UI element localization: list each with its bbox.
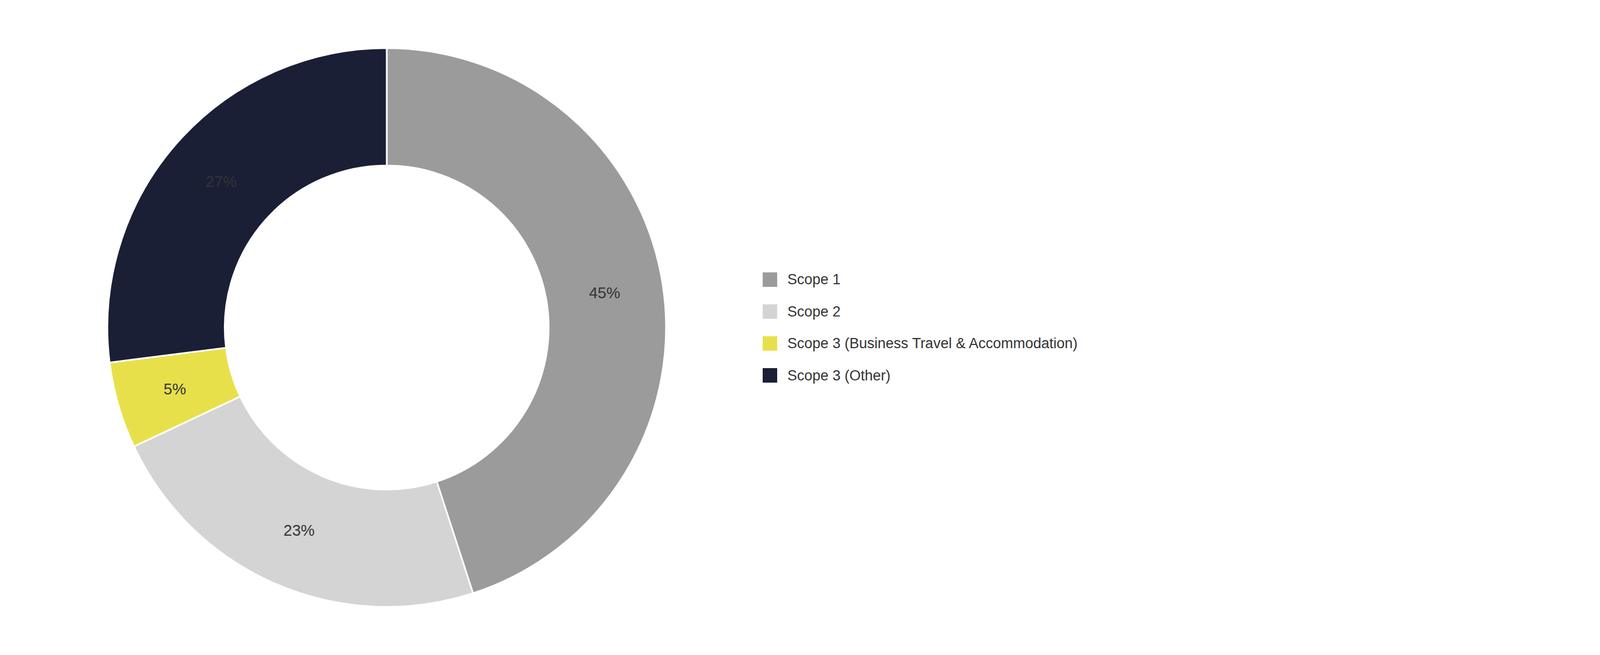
legend-label: Scope 3 (Business Travel & Accommodation… xyxy=(787,335,1078,352)
chart-svg: 45% 23% 5% 27% Scope 1 Scope 2 Scope 3 (Busine… xyxy=(0,0,1600,655)
legend-item: Scope 3 (Business Travel & Accommodation… xyxy=(762,335,1078,352)
pie: 45% 23% 5% 27% xyxy=(107,48,666,607)
legend-label: Scope 3 (Other) xyxy=(787,367,891,384)
data-label: 5% xyxy=(163,380,187,398)
legend-item: Scope 3 (Other) xyxy=(762,367,891,384)
data-label: 45% xyxy=(589,284,621,302)
slices xyxy=(107,48,666,607)
legend: Scope 1 Scope 2 Scope 3 (Business Travel &… xyxy=(762,271,1078,383)
legend-label: Scope 2 xyxy=(787,303,841,320)
slice xyxy=(133,396,473,607)
data-label: 23% xyxy=(283,521,315,539)
legend-swatch xyxy=(762,336,778,351)
slice xyxy=(109,347,241,447)
data-labels: 45% 23% 5% 27% xyxy=(163,172,621,539)
legend-swatch xyxy=(762,303,778,319)
legend-label: Scope 1 xyxy=(787,271,841,288)
data-label: 27% xyxy=(205,172,237,191)
legend-swatch xyxy=(762,272,778,287)
legend-item: Scope 2 xyxy=(762,303,841,320)
slice xyxy=(107,48,387,363)
legend-swatch xyxy=(762,367,778,383)
legend-item: Scope 1 xyxy=(762,271,841,288)
